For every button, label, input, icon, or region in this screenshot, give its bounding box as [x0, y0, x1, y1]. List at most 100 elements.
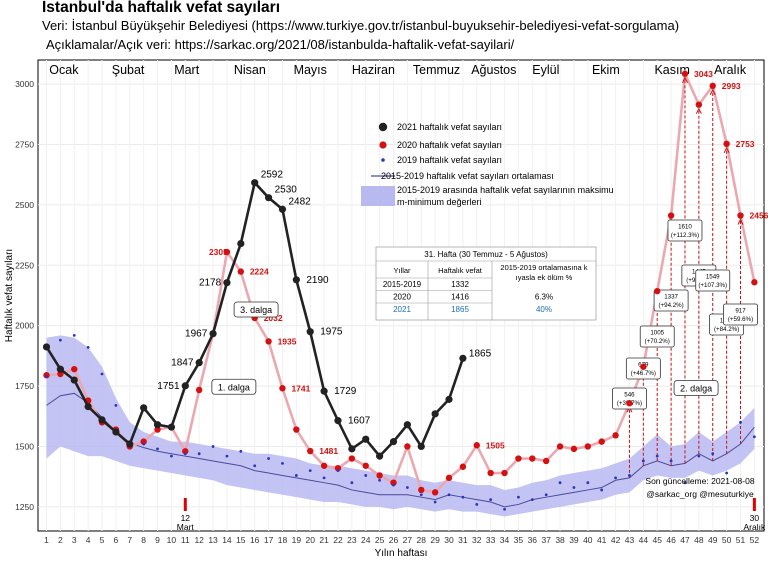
series-2019-point [461, 495, 465, 499]
series-2020-point [570, 445, 578, 453]
x-tick-label: 32 [472, 535, 482, 545]
y-tick-label: 2250 [15, 260, 34, 270]
series-2019-point [683, 481, 687, 485]
series-2021-point [98, 416, 106, 424]
date-marker-day: 12 [181, 513, 191, 523]
date-marker-month: Mart [177, 522, 195, 532]
series-2021-label: 1967 [185, 329, 208, 340]
series-2019-point [392, 483, 395, 487]
series-2019-point [170, 454, 173, 458]
series-2019-point [156, 447, 159, 451]
series-2020-point [390, 479, 397, 486]
x-tick-label: 38 [555, 535, 565, 545]
wave-label-box [233, 301, 279, 318]
series-2021-label: 1975 [320, 327, 343, 338]
x-tick-label: 14 [222, 535, 232, 545]
stats-table-cell: 2020 [393, 293, 411, 302]
series-2020-label: 1505 [486, 440, 505, 450]
credit-note: @sarkac_org @mesuturkiye [646, 489, 754, 499]
series-2021-point [376, 452, 384, 460]
series-2019-point [586, 481, 590, 485]
excess-pct: (+46.7%) [631, 370, 656, 377]
excess-value: 1337 [664, 294, 678, 301]
month-label: Ağustos [471, 63, 516, 77]
legend-2020-label: 2020 haftalık vefat sayıları [397, 140, 502, 150]
update-note: Son güncelleme: 2021-08-08 [645, 476, 754, 486]
series-2019-point [253, 464, 257, 468]
legend-band-label-2: m-minimum değerleri [397, 197, 482, 207]
series-2020-label: 3043 [694, 69, 713, 79]
y-tick-label: 2750 [15, 140, 34, 150]
series-2020-point [182, 448, 189, 455]
series-2019-point [405, 486, 409, 489]
x-tick-label: 28 [417, 535, 427, 545]
series-2019-point [711, 452, 715, 456]
x-tick-label: 31 [458, 535, 468, 545]
month-label: Nisan [234, 63, 266, 77]
series-2021-point [181, 382, 189, 390]
series-2019-point [267, 457, 270, 460]
series-2020-point [265, 338, 272, 345]
x-tick-label: 27 [403, 535, 413, 545]
series-2019-point [308, 469, 312, 473]
series-2019-point [614, 476, 617, 480]
wave-label-box [673, 380, 719, 396]
series-2021-label: 2178 [199, 278, 222, 289]
excess-pct: (+84.2%) [714, 326, 739, 333]
series-2021-label: 2530 [275, 185, 298, 196]
x-tick-label: 35 [514, 535, 524, 545]
x-tick-label: 51 [736, 535, 746, 545]
series-2020-point [542, 457, 550, 465]
series-2020-label: 1481 [319, 446, 338, 456]
series-2021-label: 1751 [157, 381, 180, 392]
month-label: Temmuz [413, 63, 460, 77]
series-2020-point [418, 486, 425, 494]
series-2021-point [389, 438, 398, 446]
series-2021-point [209, 330, 217, 338]
series-2021-point [112, 428, 120, 436]
x-tick-label: 26 [389, 535, 399, 545]
x-tick-label: 13 [208, 535, 218, 545]
x-tick-label: 37 [541, 535, 551, 545]
y-tick-label: 1500 [15, 441, 34, 451]
series-2019-point [239, 449, 243, 453]
series-2019-point [655, 454, 659, 458]
series-2021-point [278, 205, 287, 213]
x-tick-label: 45 [652, 535, 662, 545]
x-tick-label: 21 [319, 535, 329, 545]
series-2019-point [322, 476, 326, 480]
wave-label: 2. dalga [680, 383, 712, 393]
series-2021-point [223, 279, 231, 287]
series-2019-point [544, 493, 548, 497]
series-2019-point [58, 338, 62, 342]
x-tick-label: 34 [500, 535, 510, 545]
x-tick-label: 50 [722, 535, 732, 545]
series-2019-point [489, 498, 493, 501]
series-2020-point [654, 287, 661, 295]
series-2019-point [378, 478, 382, 482]
series-2020-point [487, 469, 494, 477]
series-2019-point [142, 442, 146, 446]
series-2019-point [447, 493, 451, 497]
series-2019-point [641, 459, 645, 463]
series-2019-point [600, 488, 604, 492]
series-2019-point [225, 454, 229, 458]
date-marker [183, 498, 187, 511]
series-2019-point [45, 375, 48, 378]
series-2021-label: 2592 [261, 170, 284, 181]
series-2021-label: 1729 [334, 386, 357, 397]
excess-box [612, 387, 647, 410]
series-2020-point [723, 140, 730, 148]
x-tick-label: 15 [236, 535, 246, 545]
y-tick-label: 1250 [15, 502, 34, 512]
month-label: Mart [174, 63, 200, 77]
series-2019-point [725, 471, 729, 475]
series-2019-point [211, 445, 215, 448]
x-tick-label: 10 [167, 535, 177, 545]
x-tick-label: 30 [444, 535, 454, 545]
series-2019-point [419, 493, 423, 497]
x-tick-label: 29 [430, 535, 440, 545]
series-2021-point [153, 421, 162, 429]
series-2019-point [114, 404, 118, 407]
